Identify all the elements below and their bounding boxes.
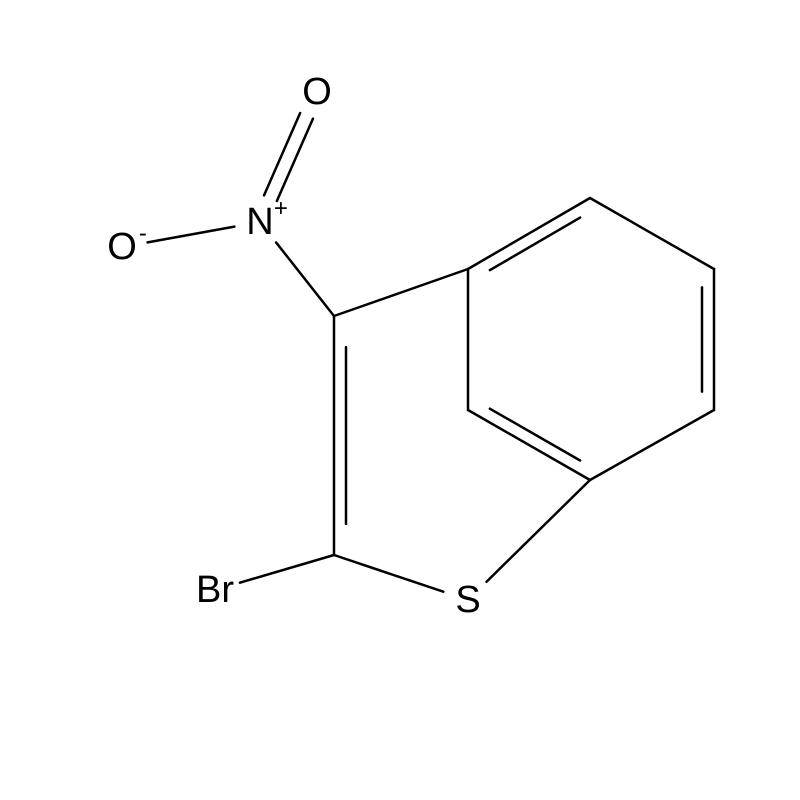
atom-n: N	[246, 201, 273, 243]
atom-o: O	[302, 71, 332, 113]
molecule-diagram: SBrN+OO-	[0, 0, 800, 800]
atom-br: Br	[196, 569, 234, 611]
charge: -	[139, 220, 147, 247]
atom-o: O	[107, 226, 137, 268]
charge: +	[274, 195, 288, 222]
atom-s: S	[455, 579, 480, 621]
